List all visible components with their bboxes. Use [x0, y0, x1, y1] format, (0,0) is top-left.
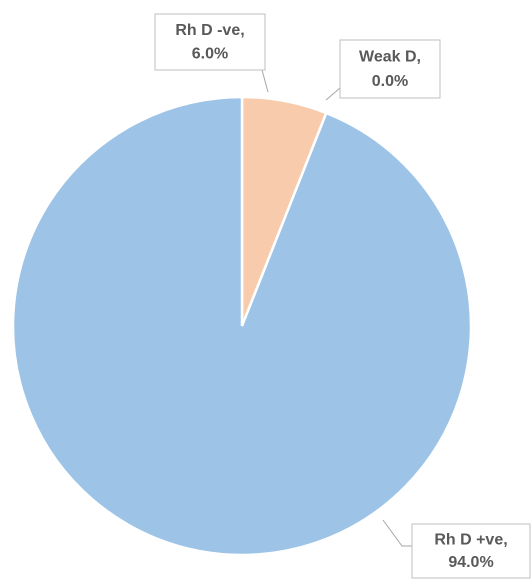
label-box [411, 523, 531, 579]
pie-slice [11, 95, 473, 557]
value-label: 0.0% [372, 73, 408, 90]
leader-line [325, 87, 341, 101]
label-box [339, 39, 441, 99]
value-label: 94.0% [448, 554, 493, 571]
category-label: Rh D +ve, [434, 531, 507, 548]
category-label: Rh D -ve, [175, 22, 244, 39]
category-label: Weak D, [359, 49, 421, 66]
value-label: 6.0% [192, 46, 228, 63]
leader-line [261, 69, 269, 93]
label-box [154, 13, 266, 71]
leader-line [382, 519, 412, 547]
